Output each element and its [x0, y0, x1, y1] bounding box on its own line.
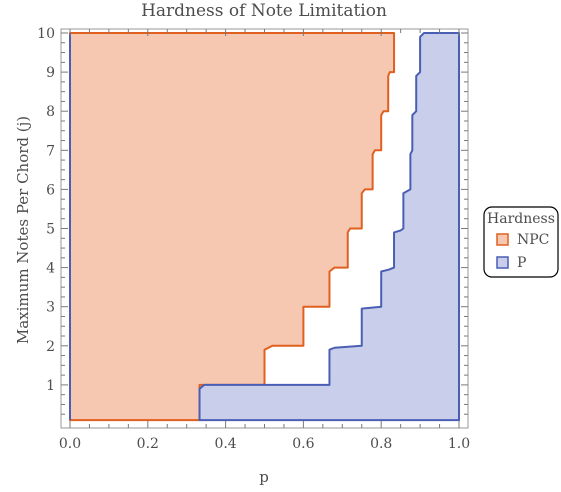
y-tick-label: 10: [37, 26, 55, 42]
x-tick-label: 0.8: [370, 436, 392, 452]
y-axis-label: Maximum Notes Per Chord (j): [14, 116, 32, 344]
y-tick-label: 9: [46, 65, 55, 81]
y-tick-label: 3: [46, 300, 55, 316]
region-npc: [69, 32, 396, 422]
legend-label-npc: NPC: [517, 232, 549, 248]
y-tick-label: 1: [46, 378, 55, 394]
region-p: [198, 32, 460, 422]
y-tick-label: 2: [46, 339, 55, 355]
y-tick-label: 7: [46, 143, 55, 159]
y-tick-label: 4: [46, 261, 55, 277]
legend-swatch-npc: [496, 233, 509, 246]
legend: Hardness NPC P: [483, 206, 559, 278]
legend-swatch-p: [496, 256, 509, 269]
x-tick-label: 0.6: [292, 436, 314, 452]
y-tick-label: 8: [46, 104, 55, 120]
x-tick-label: 0.2: [137, 436, 159, 452]
chart-title: Hardness of Note Limitation: [141, 1, 387, 21]
x-tick-label: 1.0: [448, 436, 470, 452]
x-tick-label: 0.0: [59, 436, 81, 452]
y-tick-label: 6: [46, 182, 55, 198]
axis-ticks: 0.0 0.2 0.4 0.6 0.8 1.0 1 2 3 4 5 6 7 8 9 10: [37, 26, 470, 452]
x-axis-label: p: [259, 468, 269, 486]
legend-title: Hardness: [487, 211, 555, 227]
x-tick-label: 0.4: [214, 436, 236, 452]
legend-label-p: P: [517, 255, 526, 271]
y-tick-label: 5: [46, 222, 55, 238]
plot-regions: [69, 32, 460, 422]
